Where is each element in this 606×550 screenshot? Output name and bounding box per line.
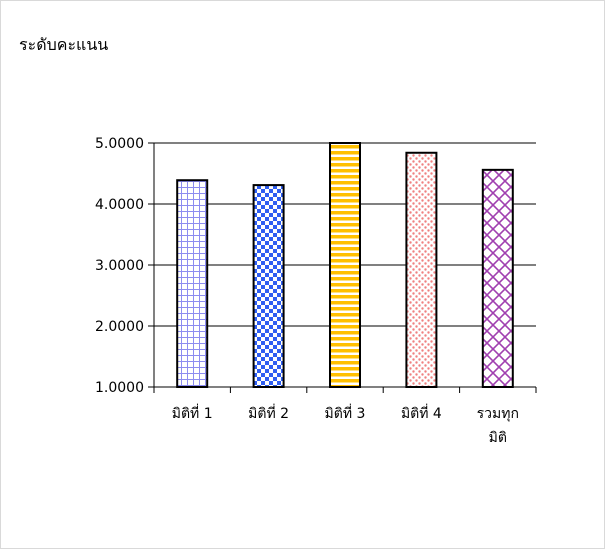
x-tick-label: มิติที่ 2 (248, 404, 289, 422)
y-tick-label: 2.0000 (95, 319, 144, 335)
bar (252, 184, 285, 388)
axes (148, 142, 537, 393)
x-tick-label: รวมทุกมิติ (477, 406, 519, 446)
x-tick-label: มิติที่ 1 (172, 404, 213, 422)
bar (329, 142, 361, 388)
y-tick-label: 4.0000 (95, 197, 144, 213)
y-tick-label: 3.0000 (95, 258, 144, 274)
y-tick-label: 5.0000 (95, 136, 144, 152)
bar (176, 179, 209, 388)
y-tick-labels: 1.0000 2.0000 3.0000 4.0000 5.0000 (95, 136, 144, 396)
bar (481, 168, 514, 388)
y-tick-label: 1.0000 (95, 380, 144, 396)
x-tick-label: มิติที่ 3 (325, 404, 366, 422)
y-axis-label: ระดับคะแนน (19, 35, 109, 54)
bar (405, 151, 438, 388)
x-tick-label: มิติที่ 4 (401, 404, 442, 422)
x-tick-labels: มิติที่ 1 มิติที่ 2 มิติที่ 3 มิติที่ 4 รวมท… (172, 404, 519, 446)
